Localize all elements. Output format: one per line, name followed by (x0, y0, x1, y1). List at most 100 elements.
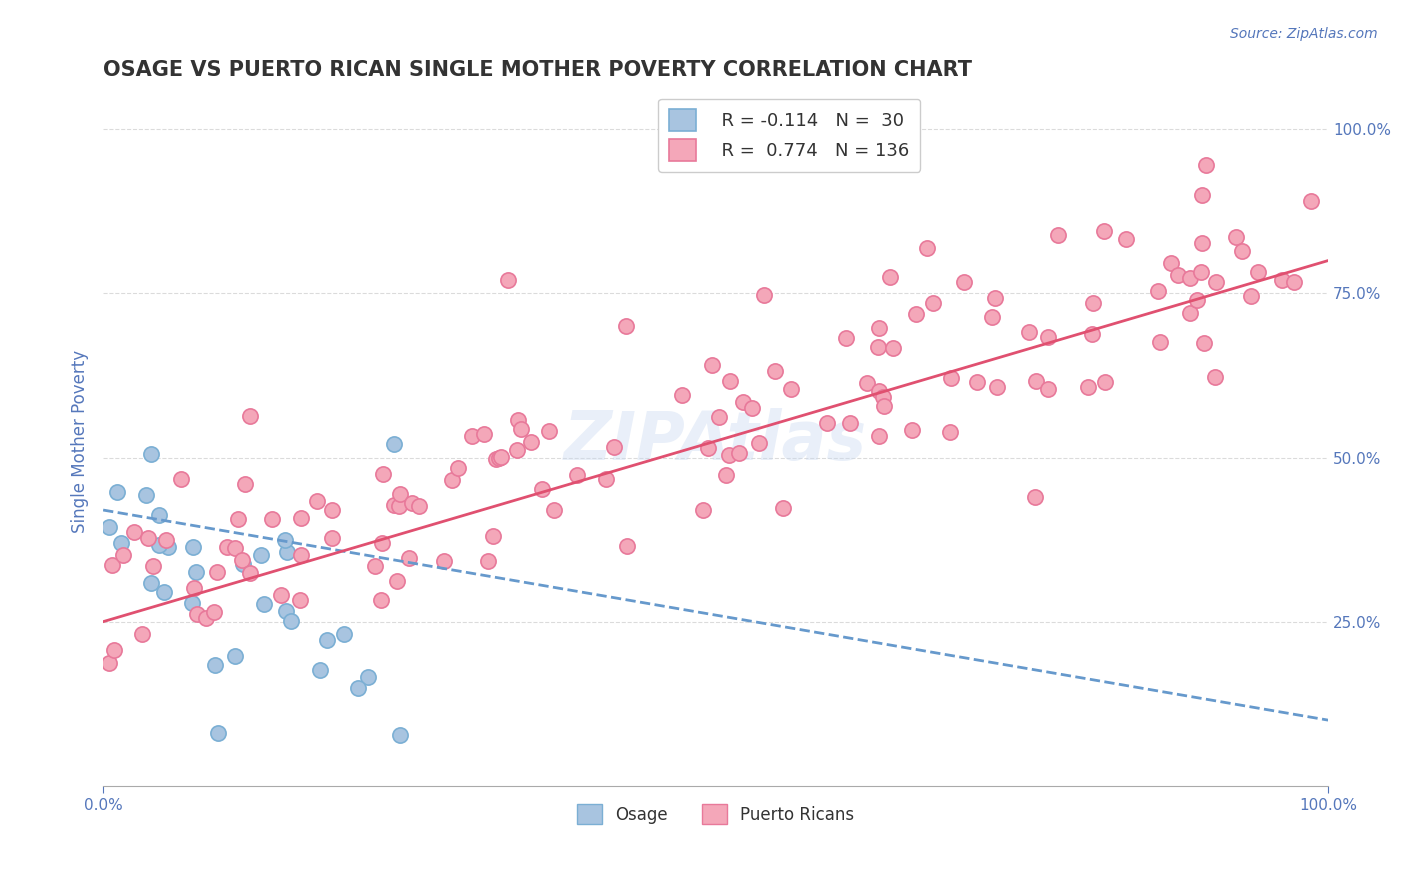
Puerto Ricans (981, 310, 1004, 324)
Puerto Ricans (370, 592, 392, 607)
Osage (232, 558, 254, 572)
Puerto Ricans (1230, 244, 1253, 259)
Puerto Ricans (543, 502, 565, 516)
Osage (389, 728, 412, 742)
Osage (309, 663, 332, 677)
Puerto Ricans (260, 512, 283, 526)
Puerto Ricans (714, 467, 737, 482)
Puerto Ricans (1299, 194, 1322, 209)
Puerto Ricans (855, 376, 877, 390)
Puerto Ricans (1178, 306, 1201, 320)
Puerto Ricans (741, 401, 763, 416)
Puerto Ricans (671, 388, 693, 402)
Osage (224, 649, 246, 664)
Osage (139, 576, 162, 591)
Puerto Ricans (520, 434, 543, 449)
Puerto Ricans (170, 472, 193, 486)
Puerto Ricans (1077, 380, 1099, 394)
Puerto Ricans (371, 536, 394, 550)
Puerto Ricans (1081, 296, 1104, 310)
Puerto Ricans (1081, 326, 1104, 341)
Osage (357, 670, 380, 684)
Puerto Ricans (915, 241, 938, 255)
Legend: Osage, Puerto Ricans: Osage, Puerto Ricans (569, 796, 862, 832)
Puerto Ricans (748, 435, 770, 450)
Puerto Ricans (305, 494, 328, 508)
Text: Source: ZipAtlas.com: Source: ZipAtlas.com (1230, 27, 1378, 41)
Puerto Ricans (1192, 335, 1215, 350)
Puerto Ricans (385, 574, 408, 588)
Puerto Ricans (939, 370, 962, 384)
Osage (207, 726, 229, 740)
Puerto Ricans (508, 413, 530, 427)
Puerto Ricans (226, 512, 249, 526)
Puerto Ricans (472, 427, 495, 442)
Puerto Ricans (779, 383, 801, 397)
Puerto Ricans (441, 473, 464, 487)
Osage (135, 487, 157, 501)
Puerto Ricans (763, 363, 786, 377)
Puerto Ricans (616, 539, 638, 553)
Puerto Ricans (866, 340, 889, 354)
Puerto Ricans (398, 551, 420, 566)
Osage (253, 597, 276, 611)
Puerto Ricans (373, 467, 395, 482)
Puerto Ricans (1204, 369, 1226, 384)
Puerto Ricans (717, 448, 740, 462)
Puerto Ricans (288, 593, 311, 607)
Puerto Ricans (537, 424, 560, 438)
Text: ZIPAtlas: ZIPAtlas (564, 409, 868, 475)
Puerto Ricans (838, 417, 860, 431)
Puerto Ricans (233, 476, 256, 491)
Puerto Ricans (195, 611, 218, 625)
Puerto Ricans (224, 541, 246, 556)
Puerto Ricans (1036, 330, 1059, 344)
Osage (153, 584, 176, 599)
Puerto Ricans (217, 541, 239, 555)
Osage (273, 533, 295, 548)
Puerto Ricans (1195, 158, 1218, 172)
Puerto Ricans (953, 275, 976, 289)
Puerto Ricans (239, 409, 262, 423)
Osage (204, 657, 226, 672)
Puerto Ricans (1205, 275, 1227, 289)
Puerto Ricans (321, 532, 343, 546)
Puerto Ricans (1094, 375, 1116, 389)
Puerto Ricans (531, 482, 554, 496)
Y-axis label: Single Mother Poverty: Single Mother Poverty (72, 350, 89, 533)
Puerto Ricans (205, 566, 228, 580)
Osage (332, 627, 354, 641)
Puerto Ricans (900, 423, 922, 437)
Puerto Ricans (1225, 230, 1247, 244)
Puerto Ricans (1167, 268, 1189, 282)
Puerto Ricans (835, 331, 858, 345)
Puerto Ricans (485, 452, 508, 467)
Osage (105, 485, 128, 500)
Puerto Ricans (401, 496, 423, 510)
Puerto Ricans (382, 498, 405, 512)
Puerto Ricans (388, 487, 411, 501)
Puerto Ricans (986, 380, 1008, 394)
Osage (110, 535, 132, 549)
Puerto Ricans (1160, 256, 1182, 270)
Puerto Ricans (481, 529, 503, 543)
Puerto Ricans (872, 390, 894, 404)
Puerto Ricans (692, 503, 714, 517)
Puerto Ricans (270, 588, 292, 602)
Osage (98, 520, 121, 534)
Puerto Ricans (1149, 334, 1171, 349)
Puerto Ricans (868, 429, 890, 443)
Puerto Ricans (491, 450, 513, 465)
Osage (316, 632, 339, 647)
Puerto Ricans (239, 566, 262, 580)
Puerto Ricans (868, 384, 890, 398)
Puerto Ricans (904, 307, 927, 321)
Puerto Ricans (364, 559, 387, 574)
Puerto Ricans (1282, 275, 1305, 289)
Puerto Ricans (186, 607, 208, 621)
Puerto Ricans (477, 554, 499, 568)
Text: OSAGE VS PUERTO RICAN SINGLE MOTHER POVERTY CORRELATION CHART: OSAGE VS PUERTO RICAN SINGLE MOTHER POVE… (103, 60, 972, 79)
Osage (157, 540, 180, 554)
Puerto Ricans (727, 446, 749, 460)
Puerto Ricans (1271, 273, 1294, 287)
